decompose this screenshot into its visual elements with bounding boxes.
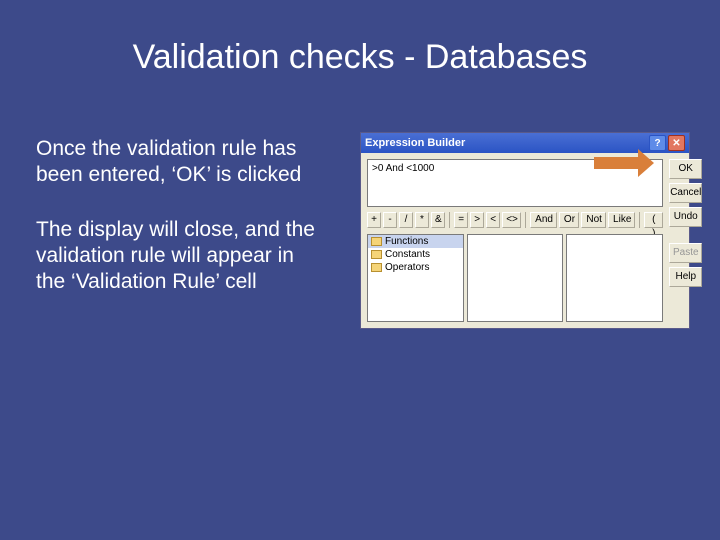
ok-button[interactable]: OK: [669, 159, 702, 179]
op-paren[interactable]: ( ): [644, 212, 663, 228]
paste-button[interactable]: Paste: [669, 243, 702, 263]
op-eq[interactable]: =: [454, 212, 468, 228]
paragraph-1: Once the validation rule has been entere…: [36, 136, 326, 189]
op-or[interactable]: Or: [559, 212, 579, 228]
expression-input[interactable]: >0 And <1000: [367, 159, 663, 207]
op-mul[interactable]: *: [415, 212, 429, 228]
category-label: Operators: [385, 262, 429, 273]
slide-title: Validation checks - Databases: [0, 0, 720, 107]
category-label: Functions: [385, 236, 428, 247]
op-lt[interactable]: <: [486, 212, 500, 228]
op-div[interactable]: /: [399, 212, 413, 228]
category-label: Constants: [385, 249, 430, 260]
help-button[interactable]: Help: [669, 267, 702, 287]
subcategory-list[interactable]: [467, 234, 564, 322]
op-like[interactable]: Like: [608, 212, 635, 228]
expression-builder-dialog: Expression Builder ? ✕ >0 And <1000 + - …: [360, 132, 690, 329]
op-gt[interactable]: >: [470, 212, 484, 228]
operator-toolbar: + - / * & = > < <> And Or Not Like ( ): [367, 212, 663, 228]
dialog-title: Expression Builder: [365, 137, 649, 149]
op-minus[interactable]: -: [383, 212, 397, 228]
folder-icon: [371, 250, 382, 259]
separator: [525, 212, 526, 228]
help-icon[interactable]: ?: [649, 135, 666, 151]
cancel-button[interactable]: Cancel: [669, 183, 702, 203]
op-not[interactable]: Not: [581, 212, 606, 228]
separator: [639, 212, 640, 228]
op-and[interactable]: And: [530, 212, 557, 228]
op-plus[interactable]: +: [367, 212, 381, 228]
category-operators[interactable]: Operators: [368, 261, 463, 274]
separator: [449, 212, 450, 228]
paragraph-2: The display will close, and the validati…: [36, 217, 326, 296]
category-list[interactable]: Functions Constants Operators: [367, 234, 464, 322]
op-ne[interactable]: <>: [502, 212, 521, 228]
undo-button[interactable]: Undo: [669, 207, 702, 227]
body-text: Once the validation rule has been entere…: [36, 136, 326, 323]
folder-icon: [371, 263, 382, 272]
op-amp[interactable]: &: [431, 212, 445, 228]
close-icon[interactable]: ✕: [668, 135, 685, 151]
folder-icon: [371, 237, 382, 246]
items-list[interactable]: [566, 234, 663, 322]
category-constants[interactable]: Constants: [368, 248, 463, 261]
titlebar: Expression Builder ? ✕: [361, 133, 689, 153]
category-functions[interactable]: Functions: [368, 235, 463, 248]
